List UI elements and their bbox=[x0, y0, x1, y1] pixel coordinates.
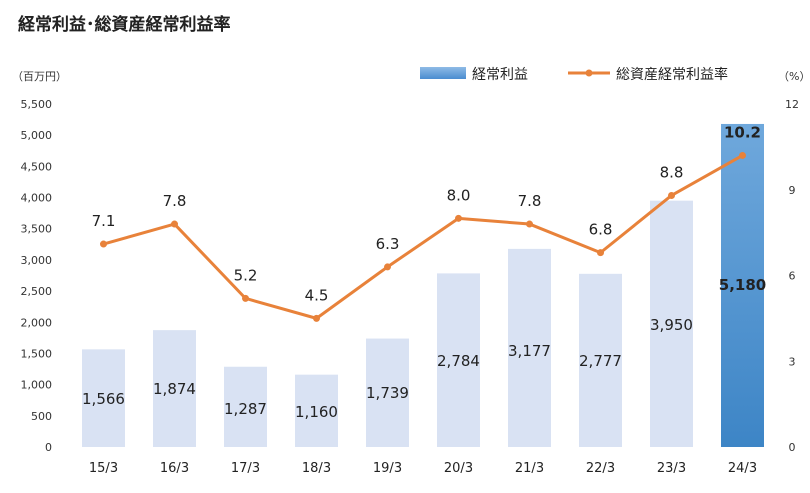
bar-labels: 1,566 1,874 1,287 1,160 1,739 2,784 3,177 2,777… bbox=[82, 276, 766, 421]
legend-bar-swatch bbox=[420, 67, 466, 79]
line-value-label: 7.8 bbox=[518, 192, 542, 210]
ratio-point bbox=[171, 220, 178, 228]
bar-value-label: 2,784 bbox=[437, 352, 480, 370]
line-value-label: 8.8 bbox=[660, 163, 684, 181]
right-tick-label: 0 bbox=[789, 441, 796, 454]
line-value-label: 7.1 bbox=[92, 212, 116, 230]
ratio-point bbox=[668, 191, 675, 199]
left-tick-label: 5,000 bbox=[21, 129, 53, 142]
ratio-point bbox=[455, 214, 462, 222]
ratio-point bbox=[313, 314, 320, 322]
bar bbox=[366, 338, 409, 447]
bar bbox=[437, 273, 480, 447]
category-label: 18/3 bbox=[302, 461, 331, 476]
legend-line-marker bbox=[585, 69, 593, 77]
legend: 経常利益 総資産経常利益率 bbox=[420, 66, 728, 83]
right-axis-unit: （%） bbox=[778, 70, 810, 83]
left-tick-label: 2,500 bbox=[21, 285, 53, 298]
legend-line-label: 総資産経常利益率 bbox=[616, 66, 728, 83]
bar-value-label: 1,287 bbox=[224, 400, 267, 418]
x-axis: 15/3 16/3 17/3 18/3 19/3 20/3 21/3 22/3 23/3 24/3 bbox=[89, 461, 757, 476]
left-tick-label: 4,500 bbox=[21, 160, 53, 173]
bar-value-label: 2,777 bbox=[579, 352, 622, 370]
bar-series bbox=[82, 123, 764, 447]
bar bbox=[508, 248, 551, 447]
bar bbox=[82, 349, 125, 447]
left-axis: 0 500 1,000 1,500 2,000 2,500 3,000 3,500 4,000 4… bbox=[21, 98, 53, 454]
line-value-label: 8.0 bbox=[447, 186, 471, 204]
left-tick-label: 1,000 bbox=[21, 379, 53, 392]
right-tick-label: 3 bbox=[789, 355, 796, 368]
bar-value-label: 3,950 bbox=[650, 316, 693, 334]
left-tick-label: 3,000 bbox=[21, 254, 53, 267]
bar-value-label: 1,874 bbox=[153, 380, 196, 398]
category-label: 22/3 bbox=[586, 461, 615, 476]
bar-highlight bbox=[721, 123, 764, 447]
left-tick-label: 1,500 bbox=[21, 347, 53, 360]
bar-value-label: 5,180 bbox=[719, 276, 766, 294]
line-series bbox=[100, 151, 746, 322]
line-value-label: 6.3 bbox=[376, 235, 400, 253]
category-label: 17/3 bbox=[231, 461, 260, 476]
left-tick-label: 4,000 bbox=[21, 192, 53, 205]
line-value-label: 4.5 bbox=[305, 286, 329, 304]
ratio-point bbox=[100, 240, 107, 248]
left-tick-label: 0 bbox=[45, 441, 52, 454]
left-tick-label: 500 bbox=[31, 410, 52, 423]
left-tick-label: 5,500 bbox=[21, 98, 53, 111]
category-label: 16/3 bbox=[160, 461, 189, 476]
bar bbox=[579, 273, 622, 447]
ratio-point bbox=[384, 263, 391, 271]
chart-title: 経常利益･総資産経常利益率 bbox=[18, 14, 231, 35]
category-label: 19/3 bbox=[373, 461, 402, 476]
ratio-point bbox=[597, 249, 604, 257]
line-value-label: 6.8 bbox=[589, 221, 613, 239]
ratio-point bbox=[526, 220, 533, 228]
bar-value-label: 3,177 bbox=[508, 342, 551, 360]
bar-value-label: 1,160 bbox=[295, 403, 338, 421]
bar-value-label: 1,739 bbox=[366, 384, 409, 402]
bar-value-label: 1,566 bbox=[82, 390, 125, 408]
right-tick-label: 12 bbox=[785, 98, 799, 111]
line-value-label: 5.2 bbox=[234, 266, 258, 284]
right-tick-label: 6 bbox=[789, 270, 796, 283]
bar bbox=[224, 366, 267, 447]
legend-bar-label: 経常利益 bbox=[472, 67, 528, 83]
bar bbox=[153, 330, 196, 447]
category-label: 24/3 bbox=[728, 461, 757, 476]
ratio-point bbox=[739, 151, 746, 159]
left-axis-unit: （百万円） bbox=[12, 70, 67, 83]
line-labels: 7.1 7.8 5.2 4.5 6.3 8.0 7.8 6.8 8.8 10.2 bbox=[92, 123, 761, 304]
category-label: 21/3 bbox=[515, 461, 544, 476]
bar bbox=[650, 200, 693, 447]
category-label: 20/3 bbox=[444, 461, 473, 476]
left-tick-label: 2,000 bbox=[21, 316, 53, 329]
right-axis: 0 3 6 9 12 bbox=[785, 98, 799, 454]
bar bbox=[295, 374, 338, 447]
left-tick-label: 3,500 bbox=[21, 223, 53, 236]
right-tick-label: 9 bbox=[789, 184, 796, 197]
line-value-label: 10.2 bbox=[724, 123, 761, 141]
category-label: 23/3 bbox=[657, 461, 686, 476]
line-value-label: 7.8 bbox=[163, 192, 187, 210]
ratio-line bbox=[103, 154, 744, 320]
ratio-point bbox=[242, 294, 249, 302]
category-label: 15/3 bbox=[89, 461, 118, 476]
